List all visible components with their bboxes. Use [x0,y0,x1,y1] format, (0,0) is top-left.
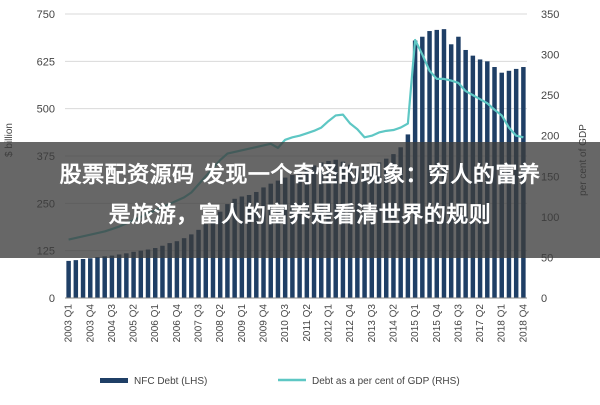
legend-label-debt-pct: Debt as a per cent of GDP (RHS) [312,376,460,387]
y-right-tick-label: 250 [541,90,559,102]
caption-line-1: 股票配资源码 发现一个奇怪的现象：穷人的富养 [59,163,541,188]
x-tick-label: 2003 Q4 [85,304,96,343]
x-tick-label: 2004 Q3 [107,304,118,343]
y-right-tick-label: 0 [541,293,547,305]
bar [181,238,187,298]
bar [174,241,180,298]
caption-text: 股票配资源码 发现一个奇怪的现象：穷人的富养 是旅游，富人的富养是看清世界的规则 [0,156,600,236]
y-right-tick-label: 200 [541,131,559,143]
x-tick-label: 2006 Q1 [150,304,161,343]
y-left-tick-label: 625 [37,56,55,68]
bar [167,243,172,298]
bar [196,229,201,298]
bar [203,224,209,298]
bar [73,260,79,298]
caption-overlay [0,142,600,258]
x-tick-label: 2003 Q1 [64,304,75,343]
bar [160,245,165,298]
x-tick-label: 2009 Q4 [259,304,270,343]
bar [189,234,194,298]
bar [145,249,151,298]
bar [95,257,100,298]
x-tick-label: 2009 Q1 [237,304,248,343]
bar [131,251,136,298]
legend-swatch-nfc-debt [100,378,128,383]
x-tick-label: 2015 Q4 [432,304,443,343]
bar [152,248,158,298]
bar [138,250,144,298]
y-right-tick-label: 300 [541,50,559,62]
bar [109,255,115,298]
caption-line-2: 是旅游，富人的富养是看清世界的规则 [108,203,492,228]
x-tick-label: 2018 Q4 [518,304,529,343]
legend-label-nfc-debt: NFC Debt (LHS) [134,376,207,387]
x-tick-label: 2015 Q1 [410,304,421,343]
x-tick-label: 2008 Q2 [215,304,226,343]
x-tick-label: 2010 Q3 [280,304,291,343]
y-left-tick-label: 500 [37,104,55,116]
x-tick-label: 2007 Q3 [194,304,205,343]
bar [210,218,216,298]
x-tick-label: 2012 Q4 [345,304,356,343]
x-tick-label: 2005 Q2 [129,304,140,343]
x-tick-label: 2016 Q3 [453,304,464,343]
x-tick-label: 2006 Q4 [172,304,183,343]
y-left-tick-label: 0 [49,293,55,305]
x-tick-label: 2012 Q1 [323,304,334,343]
x-tick-label: 2014 Q2 [388,304,399,343]
bar [116,254,122,298]
legend: NFC Debt (LHS) Debt as a per cent of GDP … [100,376,460,387]
y-left-tick-label: 750 [37,9,55,21]
x-tick-label: 2018 Q1 [497,304,508,343]
bar [80,258,86,298]
bar [88,258,93,298]
x-tick-label: 2017 Q2 [475,304,486,343]
bar [124,253,129,298]
x-tick-label: 2011 Q2 [302,304,313,342]
x-tick-label: 2013 Q3 [367,304,378,343]
bar [66,260,71,298]
y-right-tick-label: 350 [541,9,559,21]
bar [102,256,107,298]
y-left-axis-label: $ billion [4,123,15,157]
